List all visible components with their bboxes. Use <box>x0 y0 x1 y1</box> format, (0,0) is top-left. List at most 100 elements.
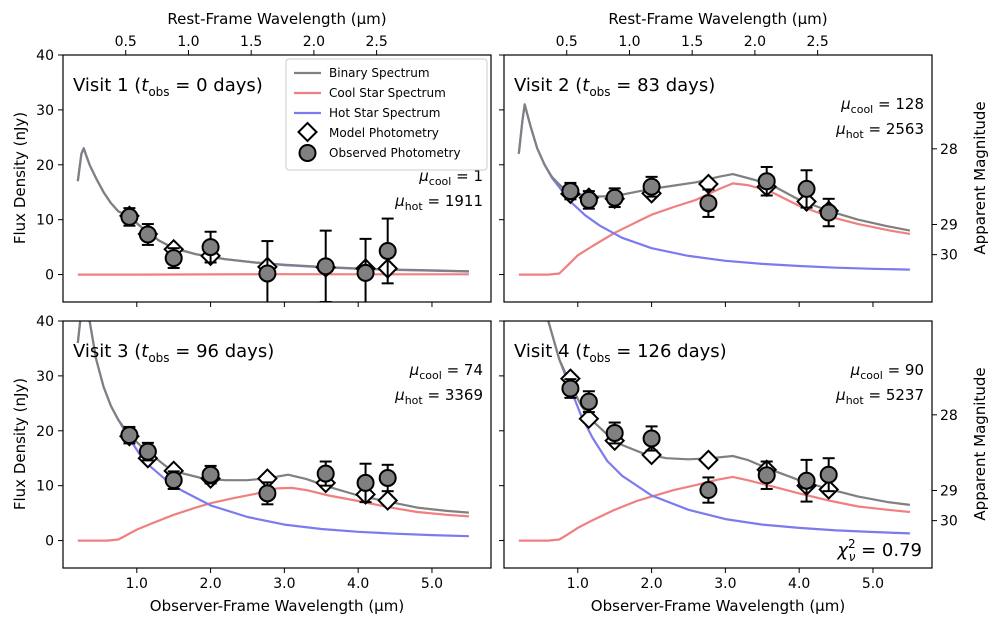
left-axis-title-bottom: Flux Density (nJy) <box>11 378 29 510</box>
chi2-label: χ2 ν = 0.79 <box>836 537 922 564</box>
visit3-observed-point-7 <box>378 468 397 487</box>
visit2-observed-point-2 <box>605 188 624 207</box>
chi2-sup: 2 <box>848 537 856 551</box>
visit2-mag-tick-label-1: 29 <box>940 217 958 233</box>
bottom-axis-title-right: Observer-Frame Wavelength (μm) <box>591 597 845 615</box>
visit2-mu-cool-value: = 128 <box>873 95 924 113</box>
visit3-mu-cool: μcool = 74 <box>409 361 483 382</box>
visit1-title-sub: obs <box>148 85 169 99</box>
visit2-observed-point-0 <box>561 182 580 201</box>
right-axis-title-bottom: Apparent Magnitude <box>971 367 989 520</box>
legend-observed-marker <box>298 144 317 162</box>
visit3-observed-point-2 <box>164 471 183 490</box>
visit3-y-tick-label-4: 40 <box>36 314 54 330</box>
visit2-top-tick-label-4: 2.5 <box>806 34 828 50</box>
visit3-mu-cool-symbol: μ <box>409 361 420 379</box>
visit1-top-tick-label-2: 1.5 <box>240 34 262 50</box>
panel-visit2: 0.5 1.0 1.5 2.0 2.5 28 29 30 Visit 2 (tobs = 83 … <box>499 34 958 307</box>
legend-model-label: Model Photometry <box>329 126 439 140</box>
visit3-title-visit: Visit 3 ( <box>73 341 141 362</box>
visit1-observed-point-7 <box>378 241 397 260</box>
legend: Binary Spectrum Cool Star Spectrum Hot S… <box>285 58 488 171</box>
visit3-y-tick-label-3: 30 <box>36 369 54 385</box>
visit2-observed-point-7 <box>819 203 838 222</box>
visit3-mu-hot-value: = 3369 <box>423 386 483 404</box>
visit2-mag-tick-label-2: 30 <box>940 248 958 264</box>
legend-binary-label: Binary Spectrum <box>329 66 430 80</box>
visit4-mu-cool: μcool = 90 <box>850 361 924 382</box>
visit2-mu-cool-sub: cool <box>851 103 874 116</box>
visit1-top-tick-label-0: 0.5 <box>115 34 137 50</box>
visit3-mu-hot: μhot = 3369 <box>394 386 483 407</box>
visit3-mu-cool-sub: cool <box>419 369 442 382</box>
visit1-frame <box>62 54 492 303</box>
visit4-observed-point-1 <box>579 392 598 411</box>
visit4-mag-tick-label-1: 29 <box>940 483 958 499</box>
visit2-mag-tick-label-0: 28 <box>940 142 958 158</box>
visit1-top-tick-label-4: 2.5 <box>365 34 387 50</box>
visit1-y-tick-label-2: 20 <box>36 158 54 174</box>
visit3-mu-hot-symbol: μ <box>394 386 405 404</box>
visit3-y-tick-label-0: 0 <box>45 534 54 550</box>
visit2-frame <box>503 54 933 303</box>
visit3-observed-point-4 <box>258 484 277 503</box>
visit3-x-tick-label-0: 1.0 <box>126 576 148 592</box>
visit1-title-value: = 0 days) <box>170 75 263 96</box>
visit3-observed-point-6 <box>356 473 375 492</box>
visit2-title-value: = 83 days) <box>611 75 716 96</box>
visit2-title-visit: Visit 2 ( <box>514 75 582 96</box>
visit4-title-t: t <box>582 341 590 362</box>
visit1-mu-cool: μcool = 1 <box>418 167 483 188</box>
visit2-title-t: t <box>582 75 590 96</box>
visit4-frame <box>503 320 933 569</box>
chi2-symbol: χ <box>836 540 849 561</box>
visit4-observed-point-4 <box>699 481 718 500</box>
visit4-mag-tick-label-0: 28 <box>940 408 958 424</box>
visit3-x-tick-label-3: 4.0 <box>347 576 369 592</box>
visit4-mag-tick-label-2: 30 <box>940 514 958 530</box>
visit1-observed-point-4 <box>258 264 277 283</box>
panel-visit4: 1.0 2.0 3.0 4.0 5.0 28 29 30 Visit 4 (tobs = 126… <box>499 320 958 592</box>
visit4-title-sub: obs <box>589 351 610 365</box>
visit2-mu-hot-value: = 2563 <box>864 120 924 138</box>
visit2-mu-hot: μhot = 2563 <box>835 120 924 141</box>
visit3-y-tick-label-1: 10 <box>36 479 54 495</box>
visit3-x-tick-label-2: 3.0 <box>273 576 295 592</box>
visit4-x-tick-label-0: 1.0 <box>567 576 589 592</box>
left-axis-title-top: Flux Density (nJy) <box>11 112 29 244</box>
visit2-observed-point-4 <box>699 194 718 213</box>
visit4-mu-hot-symbol: μ <box>835 386 846 404</box>
visit2-top-tick-label-1: 1.0 <box>618 34 640 50</box>
visit1-mu-hot: μhot = 1911 <box>394 192 483 213</box>
visit4-observed-point-2 <box>605 423 624 442</box>
visit3-observed-point-1 <box>138 442 157 461</box>
visit4-mu-cool-symbol: μ <box>850 361 861 379</box>
visit3-x-tick-label-4: 5.0 <box>421 576 443 592</box>
visit1-title: Visit 1 (tobs = 0 days) <box>73 75 263 99</box>
visit3-mu-cool-value: = 74 <box>442 361 483 379</box>
legend-frame <box>285 58 488 171</box>
visit4-model-point-1 <box>578 408 600 430</box>
visit2-observed-point-1 <box>579 190 598 209</box>
visit1-observed-point-0 <box>120 207 139 226</box>
visit4-title-value: = 126 days) <box>611 341 727 362</box>
visit1-mu-hot-value: = 1911 <box>423 192 483 210</box>
visit3-observed-point-5 <box>316 464 335 483</box>
visit4-mu-cool-sub: cool <box>860 369 883 382</box>
chi2-sub: ν <box>849 550 856 564</box>
visit1-observed-point-2 <box>164 249 183 268</box>
visit4-mu-hot: μhot = 5237 <box>835 386 924 407</box>
visit2-mu-cool: μcool = 128 <box>840 95 924 116</box>
visit3-title-value: = 96 days) <box>170 341 275 362</box>
visit1-y-tick-label-1: 10 <box>36 213 54 229</box>
visit3-model-point-7 <box>377 490 399 511</box>
visit2-observed-point-6 <box>797 179 816 198</box>
visit2-mu-cool-symbol: μ <box>840 95 851 113</box>
legend-model-marker <box>297 121 318 143</box>
visit4-x-tick-label-4: 5.0 <box>862 576 884 592</box>
visit1-y-tick-label-3: 30 <box>36 103 54 119</box>
visit4-plot-area <box>518 321 911 542</box>
visit4-title-visit: Visit 4 ( <box>514 341 582 362</box>
visit1-top-tick-label-1: 1.0 <box>177 34 199 50</box>
